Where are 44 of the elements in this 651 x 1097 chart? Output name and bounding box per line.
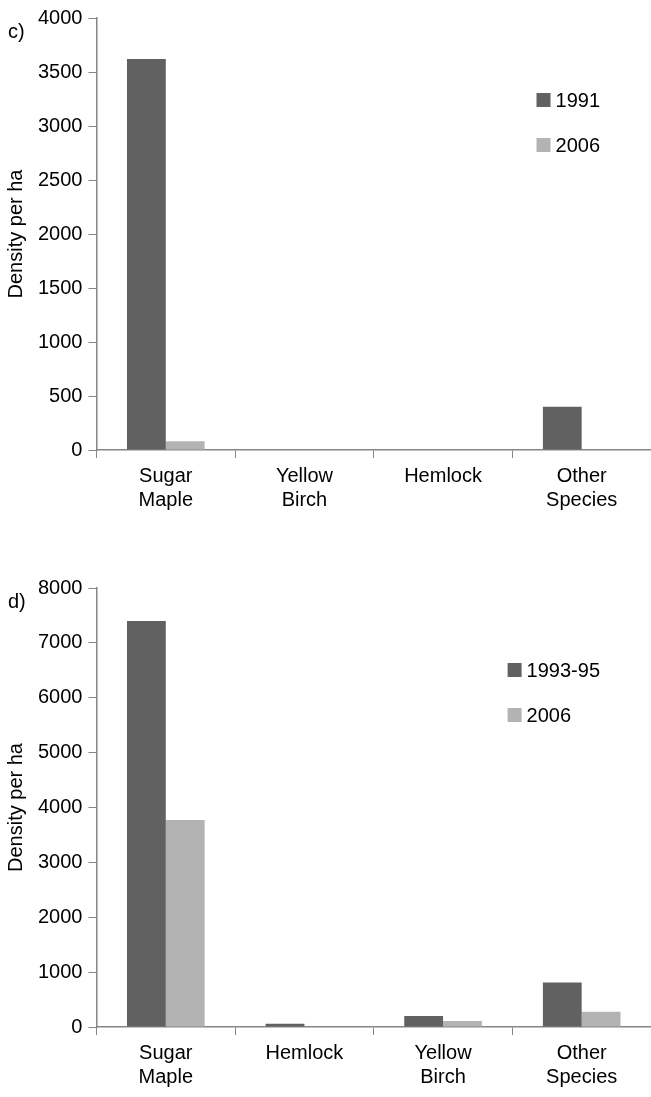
y-tick-label: 7000 [37, 630, 83, 653]
y-tick-label: 8000 [37, 575, 83, 598]
text: c) [8, 19, 25, 42]
bar [126, 620, 166, 1027]
x-tick-label: Hemlock [265, 1040, 345, 1063]
y-tick-label: 2000 [37, 221, 83, 244]
y-tick-label: 1500 [37, 275, 83, 298]
x-tick-label: Other Species [546, 1040, 618, 1087]
text: d) [8, 589, 26, 612]
legend-label: 2006 [526, 703, 572, 726]
legend-label: 1991 [555, 88, 601, 111]
y-tick-label: 5000 [37, 740, 83, 763]
y-tick-label: 0 [71, 1014, 83, 1037]
y-tick-label: 1000 [37, 329, 83, 352]
y-tick-label: 3000 [37, 113, 83, 136]
x-tick-label: Yellow Birch [275, 463, 334, 510]
y-tick-label: 6000 [37, 685, 83, 708]
legend-label: 1993-95 [526, 658, 601, 681]
y-axis-title: Density per ha [3, 742, 26, 872]
y-tick-label: 0 [71, 437, 83, 460]
x-tick-label: Sugar Maple [138, 463, 194, 510]
bar [542, 982, 582, 1027]
y-tick-label: 2500 [37, 167, 83, 190]
bar [542, 406, 582, 450]
y-tick-label: 4000 [37, 5, 83, 28]
bar [443, 1020, 482, 1027]
y-tick-label: 2000 [37, 904, 83, 927]
legend-label: 2006 [555, 133, 601, 156]
x-tick-label: Sugar Maple [138, 1040, 194, 1087]
x-tick-label: Other Species [546, 463, 618, 510]
y-tick-label: 1000 [37, 959, 83, 982]
bar [165, 820, 205, 1027]
bar [581, 1011, 621, 1027]
y-tick-label: 500 [49, 383, 83, 406]
bar [265, 1023, 305, 1027]
y-tick-label: 3000 [37, 849, 83, 872]
y-axis-title: Density per ha [3, 168, 26, 299]
bar [165, 441, 205, 450]
bar [404, 1016, 444, 1027]
y-tick-label: 3500 [37, 59, 83, 82]
x-tick-label: Hemlock [404, 463, 483, 486]
x-tick-label: Yellow Birch [414, 1040, 473, 1087]
bar [126, 59, 166, 450]
y-tick-label: 4000 [37, 795, 83, 818]
